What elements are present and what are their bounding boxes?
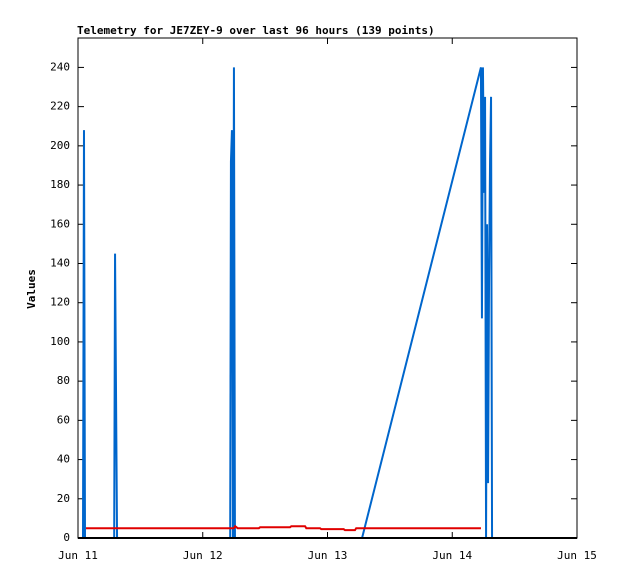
x-tick-label: Jun 12 xyxy=(183,549,223,562)
y-tick-label: 220 xyxy=(50,100,70,113)
series-line xyxy=(85,524,481,532)
chart-title: Telemetry for JE7ZEY-9 over last 96 hour… xyxy=(77,24,435,37)
y-tick-label: 0 xyxy=(63,531,70,544)
y-tick-label: 160 xyxy=(50,217,70,230)
y-tick-label: 20 xyxy=(57,492,70,505)
y-tick-label: 100 xyxy=(50,335,70,348)
plot-frame xyxy=(77,37,578,539)
x-tick-label: Jun 11 xyxy=(58,549,98,562)
y-tick-label: 80 xyxy=(57,374,70,387)
y-axis-label: Values xyxy=(25,269,38,309)
y-tick-label: 240 xyxy=(50,60,70,73)
y-tick-label: 40 xyxy=(57,453,70,466)
x-tick-label: Jun 14 xyxy=(432,549,472,562)
y-tick-label: 180 xyxy=(50,178,70,191)
x-tick-label: Jun 13 xyxy=(308,549,348,562)
y-tick-label: 60 xyxy=(57,413,70,426)
x-tick-label: Jun 15 xyxy=(557,549,597,562)
y-tick-label: 120 xyxy=(50,296,70,309)
y-tick-label: 200 xyxy=(50,139,70,152)
y-tick-label: 140 xyxy=(50,256,70,269)
